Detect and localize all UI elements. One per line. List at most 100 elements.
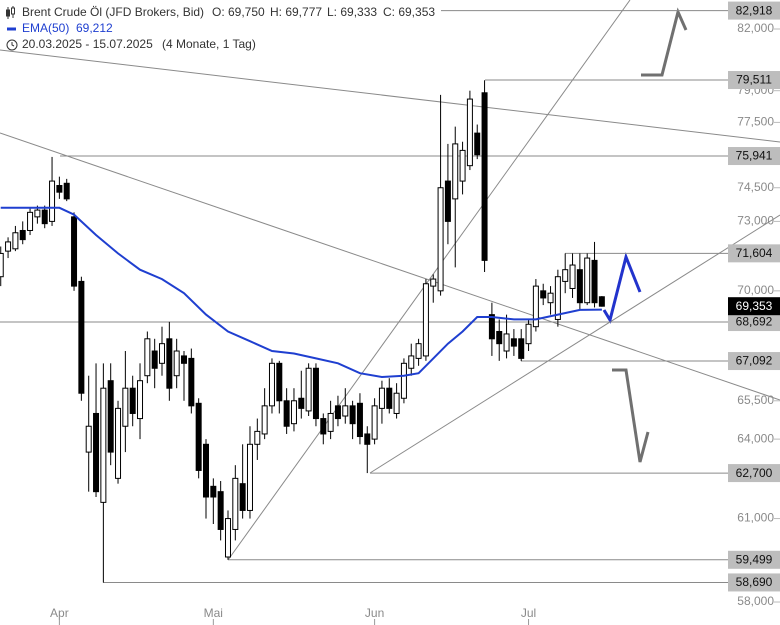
candle-body (466, 98, 473, 167)
candle-body (312, 367, 319, 420)
candle-body (437, 187, 444, 292)
candle-body (459, 149, 466, 182)
candle-body (400, 362, 407, 399)
ohlc-high: H: 69,777 (270, 5, 322, 19)
candle-body (305, 367, 312, 412)
scenario-arrow (612, 368, 650, 463)
header: Brent Crude Öl (JFD Brokers, Bid) O: 69,… (6, 5, 435, 51)
candle-body (166, 338, 173, 389)
drawings (0, 0, 780, 561)
candle-icon (6, 6, 15, 19)
y-tick-label: 70,000 (737, 283, 774, 297)
candle-body (85, 425, 92, 453)
candle-body (547, 292, 554, 304)
candle-body (268, 362, 275, 407)
candle-body (342, 405, 349, 417)
candle-body (202, 443, 209, 498)
level-badge (728, 313, 780, 332)
y-tick-label: 77,500 (737, 115, 774, 129)
period: (4 Monate, 1 Tag) (162, 37, 256, 51)
candle-body (195, 402, 202, 471)
level-label: 82,918 (736, 3, 773, 17)
candle-body (327, 412, 334, 432)
ema-line (0, 206, 602, 379)
candle-body (554, 276, 561, 320)
candle-body (540, 290, 547, 299)
candle-body (576, 269, 583, 304)
candle-body (210, 485, 217, 498)
candle-body (283, 400, 290, 427)
candle-body (444, 180, 451, 222)
x-tick-label: Apr (50, 606, 69, 620)
candle-body (19, 229, 26, 241)
title: Brent Crude Öl (JFD Brokers, Bid) (22, 5, 204, 19)
candle-body (393, 392, 400, 414)
ohlc-open: O: 69,750 (212, 5, 265, 19)
y-tick-label: 74,500 (737, 180, 774, 194)
candle-body (356, 402, 363, 438)
candle-body (217, 491, 224, 530)
candle-body (49, 180, 56, 222)
candle-body (246, 443, 253, 511)
level-label: 79,511 (736, 73, 772, 87)
candle-body (591, 259, 598, 304)
candle-body (129, 387, 136, 414)
candle-body (474, 132, 481, 156)
candle-body (569, 264, 576, 289)
clock-icon (11, 42, 15, 47)
candle-body (12, 232, 19, 250)
y-tick-label: 61,000 (737, 511, 774, 525)
candle-body (261, 405, 268, 435)
candle-body (349, 405, 356, 425)
trend-line (0, 132, 780, 401)
candle-body (488, 314, 495, 340)
ohlc-close: C: 69,353 (383, 5, 435, 19)
candle-body (320, 418, 327, 435)
y-tick-label: 58,000 (737, 594, 774, 608)
candle-body (115, 407, 122, 479)
candle-body (41, 209, 48, 225)
level-badge (728, 352, 780, 371)
candle-body (386, 387, 393, 409)
candle-body (122, 387, 129, 427)
scenario-arrow (602, 252, 642, 324)
level-badge (728, 71, 780, 90)
level-label: 75,941 (736, 149, 773, 163)
candle-body (144, 338, 151, 377)
candle-body (334, 405, 341, 420)
candle-body (159, 343, 166, 364)
candle-body (290, 400, 297, 425)
candle-body (0, 252, 4, 278)
candle-body (93, 412, 100, 493)
level-badge (728, 550, 780, 569)
candle-body (422, 283, 429, 357)
candle-body (137, 380, 144, 420)
level-label: 71,604 (736, 246, 773, 260)
candle-body (254, 430, 261, 445)
candle-body (598, 296, 605, 307)
candle-body (71, 216, 78, 287)
date-range: 20.03.2025 - 15.07.2025 (22, 37, 153, 51)
candle-body (408, 355, 415, 369)
trend-line (0, 49, 780, 143)
candle-body (518, 338, 525, 359)
candle-body (481, 92, 488, 261)
y-tick-label: 82,000 (737, 21, 774, 35)
ohlc-low: L: 69,333 (327, 5, 377, 19)
legend-name: EMA(50) (22, 21, 69, 35)
trend-line (227, 0, 631, 561)
candle-body (34, 209, 41, 218)
y-tick-label: 65,500 (737, 393, 774, 407)
level-label: 62,700 (736, 466, 773, 480)
level-label: 68,692 (736, 315, 773, 329)
candle-body (100, 387, 107, 503)
candle-body (452, 143, 459, 200)
candle-body (532, 285, 539, 328)
candle-body (181, 355, 188, 364)
level-badge (728, 244, 780, 263)
last-price-badge (728, 297, 780, 316)
level-badge (728, 1, 780, 20)
candle-body (232, 477, 239, 530)
candle-body (503, 333, 510, 352)
